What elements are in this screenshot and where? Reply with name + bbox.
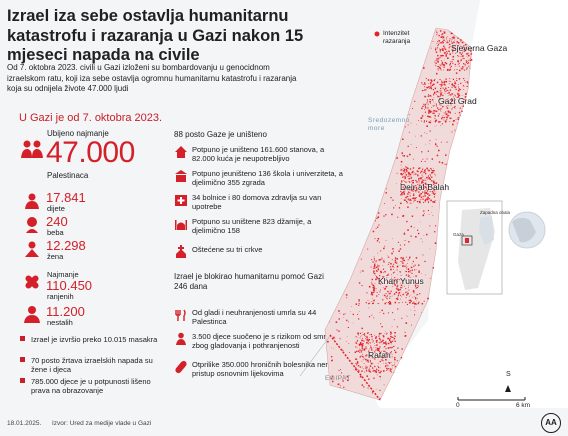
- place-label: Gazi Grad: [438, 96, 477, 106]
- destroyed-item: Potpuno jeuništeno 136 škola i univerzit…: [174, 169, 344, 188]
- inset-label: Gaza: [453, 232, 464, 237]
- injured-sub: ranjenih: [47, 292, 74, 301]
- medicine-icon: [175, 360, 187, 374]
- blockade-item: Od gladi i neuhranjenosti umrla su 44 Pa…: [174, 308, 344, 327]
- destroyed-item: Potpuno su uništene 823 džamije, a djeli…: [174, 217, 344, 236]
- blockade-item: Otprilike 350.000 hroničnih bolesnika ne…: [174, 360, 344, 379]
- stat-children-label: dijete: [47, 204, 65, 213]
- stat-women-label: žena: [47, 252, 64, 261]
- stat-women-value: 12.298: [46, 238, 86, 253]
- page-title: Izrael iza sebe ostavlja humanitarnu kat…: [7, 7, 304, 64]
- egypt-label: EGIPAT: [325, 375, 351, 382]
- child-icon: [176, 332, 186, 345]
- baby-icon: [26, 217, 38, 233]
- missing-value: 11.200: [46, 304, 85, 319]
- footer-date: 18.01.2025.: [7, 420, 42, 427]
- scale-label: 0: [456, 402, 460, 409]
- place-label: Rafah: [368, 350, 391, 360]
- woman-icon: [25, 241, 39, 257]
- place-label: Sjeverna Gaza: [451, 43, 508, 53]
- injured-label: Najmanje: [47, 270, 79, 279]
- destroyed-item: 34 bolnice i 80 domova zdravlja su van u…: [174, 193, 344, 212]
- section-heading: U Gazi je od 7. oktobra 2023.: [19, 112, 163, 124]
- blockade-item: 3.500 djece suočeno je s rizikom od smrt…: [174, 332, 344, 351]
- injured-value: 110.450: [46, 278, 93, 293]
- destroyed-heading: 88 posto Gaze je uništeno: [174, 130, 267, 139]
- place-label: Khan Yunus: [378, 276, 424, 286]
- killed-sub: Palestinaca: [47, 171, 89, 180]
- map-legend-label: Intenzitet razaranja: [383, 30, 411, 45]
- inset-label: Zapadna obala: [480, 210, 511, 215]
- legend-dot: [374, 31, 380, 37]
- locator-inset: [446, 200, 546, 295]
- hospital-icon: [175, 195, 187, 206]
- killed-value: 47.000: [46, 136, 135, 169]
- school-icon: [175, 170, 187, 182]
- house-icon: [175, 146, 187, 158]
- footer-source: Izvor: Ured za medije vlade u Gazi: [52, 420, 152, 427]
- killed-label: Ubijeno najmanje: [47, 129, 109, 138]
- missing-person-icon: [24, 306, 40, 323]
- stat-children-value: 17.841: [46, 190, 86, 205]
- destroyed-item: Oštećene su tri crkve: [174, 245, 344, 258]
- north-arrow-icon: [505, 385, 511, 392]
- aa-logo: AA: [541, 413, 561, 433]
- food-icon: [175, 309, 186, 321]
- church-icon: [176, 245, 186, 258]
- intro-text: Od 7. oktobra 2023. civili u Gazi izlože…: [7, 63, 297, 94]
- stat-babies-label: beba: [47, 228, 64, 237]
- scale-label: 6 km: [516, 402, 531, 409]
- child-icon: [25, 193, 39, 209]
- bandage-icon: [25, 275, 39, 289]
- missing-sub: nestalih: [47, 318, 73, 327]
- people-icon: [21, 140, 43, 158]
- left-bullet: 785.000 djece je u potpunosti lišeno pra…: [20, 377, 160, 395]
- sea-label: Sredozemno more: [368, 117, 410, 132]
- egypt-border: [329, 334, 381, 401]
- destroyed-item: Potpuno je uništeno 161.600 stanova, a 8…: [174, 145, 344, 164]
- left-bullet: 70 posto žrtava izraelskih napada su žen…: [20, 356, 160, 374]
- mosque-icon: [175, 220, 187, 230]
- place-label: Deir al-Balah: [400, 182, 450, 192]
- stat-babies-value: 240: [46, 214, 68, 229]
- left-bullet: Izrael je izvršio preko 10.015 masakra: [20, 335, 160, 344]
- blockade-heading: Izrael je blokirao humanitarnu pomoć Gaz…: [174, 272, 324, 291]
- north-label: S: [506, 371, 511, 378]
